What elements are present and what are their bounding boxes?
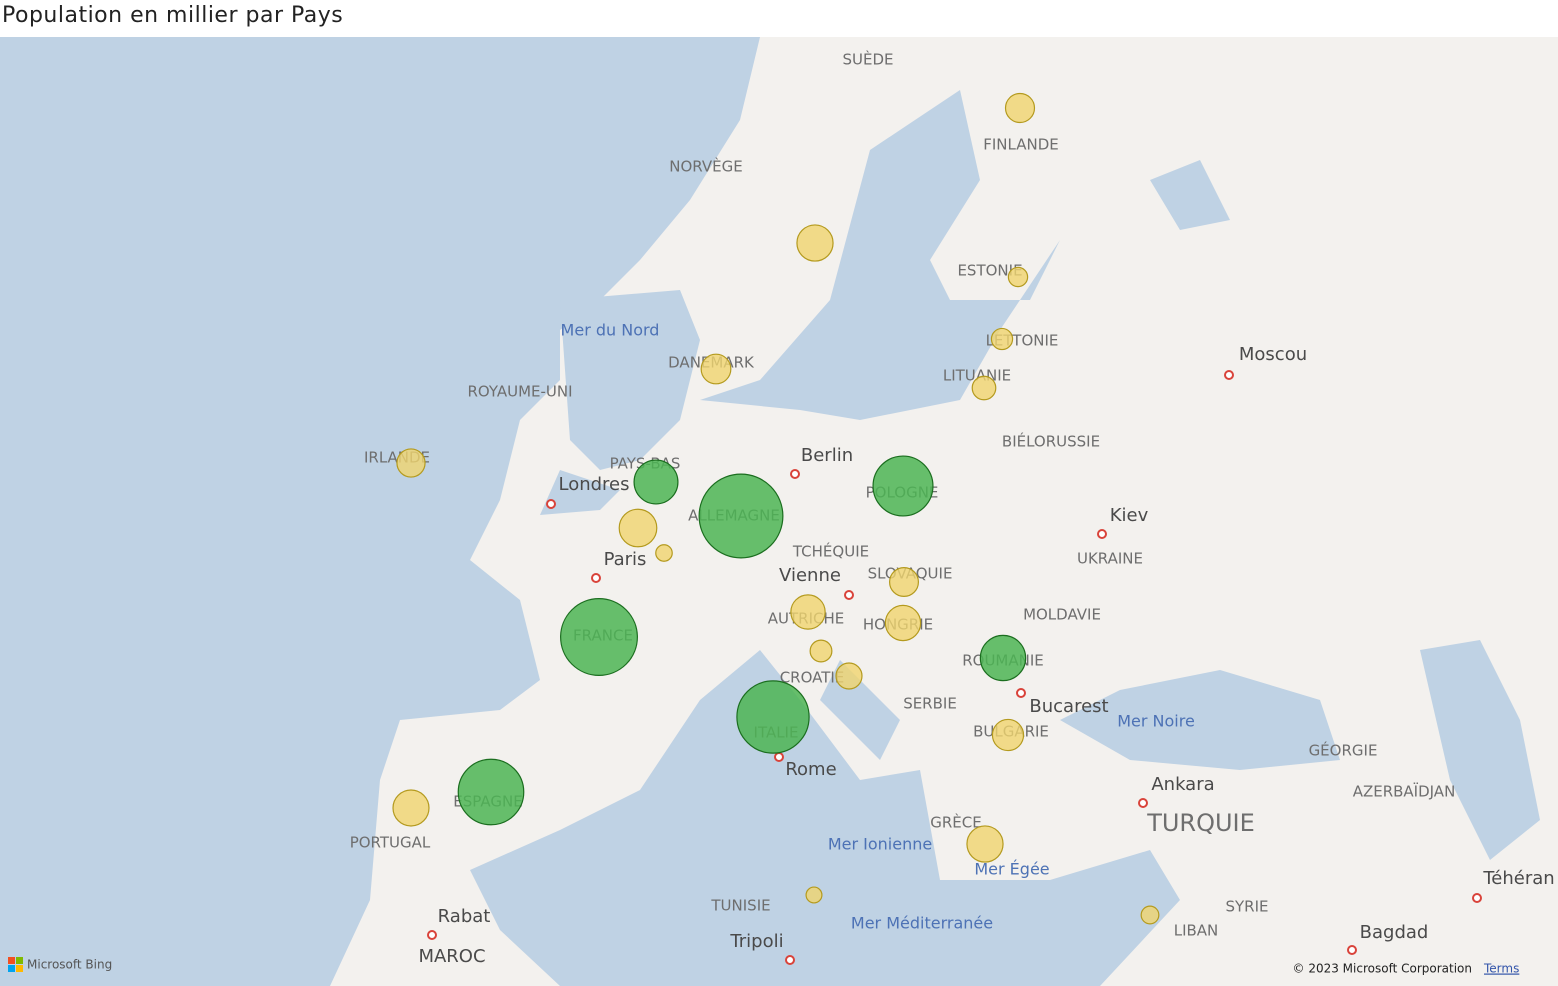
- map-label: Tripoli: [729, 931, 783, 952]
- copyright: © 2023 Microsoft Corporation: [1293, 962, 1472, 976]
- city-dot: [844, 590, 854, 600]
- map-label: Rome: [785, 759, 836, 780]
- map-label: Mer Méditerranée: [851, 914, 993, 933]
- map-label: Ankara: [1151, 774, 1214, 795]
- bubble: [1004, 92, 1036, 124]
- map-label: SERBIE: [903, 695, 957, 713]
- bubble: [736, 680, 810, 754]
- bubble: [392, 789, 430, 827]
- map-label: FINLANDE: [983, 136, 1058, 154]
- city-dot: [1224, 370, 1234, 380]
- map-label: Rabat: [438, 906, 491, 927]
- bing-text: Microsoft Bing: [27, 958, 112, 972]
- bing-logo: [8, 957, 23, 972]
- map-label: TURQUIE: [1146, 809, 1255, 837]
- visual-title: Population en millier par Pays: [2, 3, 344, 28]
- bubble: [835, 662, 863, 690]
- bubble: [618, 508, 658, 548]
- bubble: [971, 375, 997, 401]
- bubble: [633, 459, 679, 505]
- city-dot: [546, 499, 556, 509]
- map-label: Mer Noire: [1117, 712, 1195, 731]
- map-label: MAROC: [418, 946, 485, 967]
- bubble: [796, 224, 834, 262]
- bubble: [698, 473, 784, 559]
- bubble: [888, 566, 920, 598]
- city-dot: [785, 955, 795, 965]
- map-label: SYRIE: [1225, 898, 1268, 916]
- city-markers: [427, 370, 1482, 965]
- map-label: PORTUGAL: [350, 834, 431, 852]
- bubble: [809, 639, 833, 663]
- map-label: GRÈCE: [930, 813, 981, 832]
- city-dot: [1016, 688, 1026, 698]
- map-label: Kiev: [1110, 505, 1149, 526]
- bubble: [655, 544, 673, 562]
- map-label: Berlin: [801, 445, 853, 466]
- bubble: [991, 718, 1025, 752]
- bubble: [1007, 266, 1029, 288]
- map-label: ROYAUME-UNI: [467, 383, 572, 401]
- map-label: TUNISIE: [710, 897, 770, 915]
- map-label: LITUANIE: [943, 367, 1011, 385]
- city-dot: [591, 573, 601, 583]
- map-label: TCHÉQUIE: [792, 542, 869, 561]
- city-dot: [1347, 945, 1357, 955]
- city-dot: [790, 469, 800, 479]
- map-label: Téhéran: [1482, 868, 1554, 889]
- map-label: SUÈDE: [842, 50, 893, 69]
- bubble: [990, 327, 1014, 351]
- terms-link[interactable]: Terms: [1483, 962, 1519, 976]
- map-label: BIÉLORUSSIE: [1002, 432, 1100, 451]
- map-label: Mer du Nord: [561, 321, 660, 340]
- city-dot: [1138, 798, 1148, 808]
- city-dot: [427, 930, 437, 940]
- bubble: [700, 353, 732, 385]
- city-dot: [1097, 529, 1107, 539]
- map-label: ESTONIE: [957, 262, 1022, 280]
- bubble: [1140, 905, 1160, 925]
- map-label: LIBAN: [1174, 922, 1219, 940]
- map-label: GÉORGIE: [1309, 741, 1378, 760]
- bubble: [805, 886, 823, 904]
- map-label: Bagdad: [1360, 922, 1429, 943]
- map-label: Bucarest: [1029, 696, 1108, 717]
- city-dot: [1472, 893, 1482, 903]
- city-dot: [774, 752, 784, 762]
- map-label: Mer Égée: [974, 860, 1049, 879]
- map-label: Londres: [558, 474, 629, 495]
- map-label: CROATIE: [780, 669, 845, 687]
- bubble: [884, 604, 922, 642]
- map-label: AZERBAÏDJAN: [1353, 782, 1456, 801]
- map-label: UKRAINE: [1077, 550, 1143, 568]
- map-label: Mer Ionienne: [828, 835, 932, 854]
- bubble: [966, 825, 1004, 863]
- map-label: Vienne: [779, 565, 841, 586]
- bubble: [979, 634, 1027, 682]
- bubble: [396, 448, 426, 478]
- map-label: Paris: [604, 549, 647, 570]
- bubble: [560, 598, 638, 676]
- bubble: [457, 758, 525, 826]
- bubble: [790, 594, 826, 630]
- bubble: [872, 455, 934, 517]
- map-label: Moscou: [1239, 344, 1307, 365]
- map-label: NORVÈGE: [669, 157, 742, 176]
- map-label: MOLDAVIE: [1023, 606, 1101, 624]
- water: [0, 37, 1540, 986]
